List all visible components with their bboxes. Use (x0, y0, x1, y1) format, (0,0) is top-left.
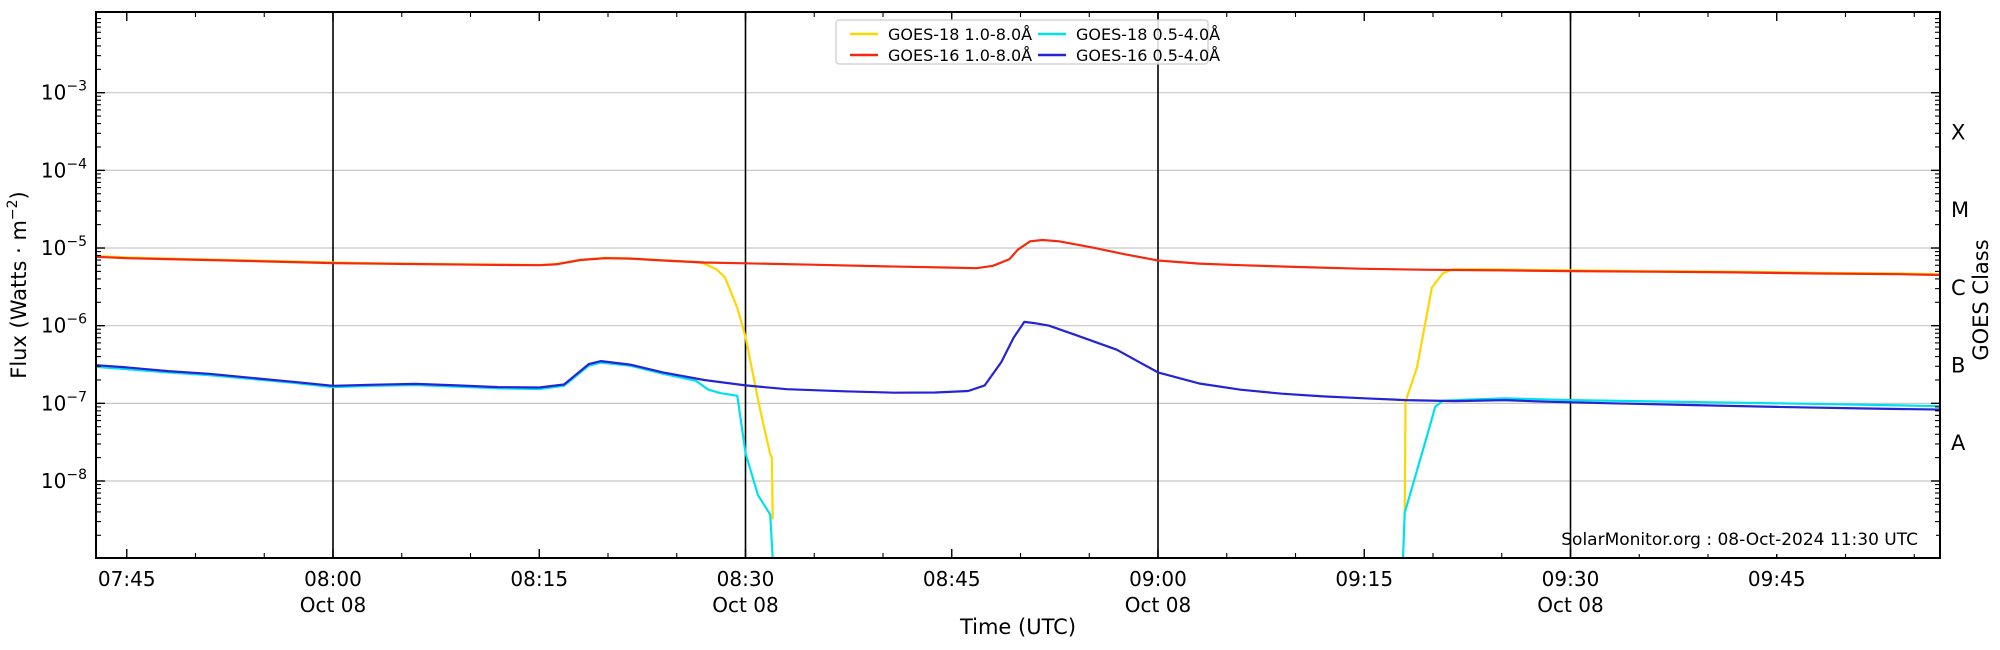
y-tick-label: 10−6 (41, 312, 87, 338)
legend-label-goes16-long: GOES-16 1.0-8.0Å (888, 46, 1032, 65)
goes-class-label-X: X (1951, 121, 1965, 145)
legend-label-goes18-long: GOES-18 1.0-8.0Å (888, 25, 1032, 44)
series-goes18-short (96, 361, 774, 558)
watermark-text: SolarMonitor.org : 08-Oct-2024 11:30 UTC (1561, 530, 1918, 550)
y-tick-label: 10−5 (41, 234, 87, 260)
series-layer (96, 238, 1940, 558)
goes-class-label-B: B (1951, 354, 1965, 378)
x-tick-label: 09:45 (1748, 567, 1806, 591)
x-tick-label: 08:45 (923, 567, 981, 591)
x-tick-date-label: Oct 08 (300, 593, 366, 617)
x-tick-label: 08:30 (717, 567, 775, 591)
goes-class-label-C: C (1951, 276, 1966, 300)
x-tick-label: 09:00 (1129, 567, 1187, 591)
x-tick-date-label: Oct 08 (1125, 593, 1191, 617)
y-tick-label: 10−7 (41, 389, 87, 415)
right-axis-label: GOES Class (1969, 239, 1993, 360)
x-tick-label: 08:15 (510, 567, 568, 591)
annotations-layer: SolarMonitor.org : 08-Oct-2024 11:30 UTC… (959, 524, 1936, 639)
series-goes18-long (96, 254, 774, 520)
x-tick-date-label: Oct 08 (1537, 593, 1603, 617)
plot-frame (95, 11, 1941, 559)
watermark-background (1580, 524, 1936, 554)
y-axis-label: Flux (Watts · m−2) (5, 191, 31, 379)
grid-layer (96, 12, 1940, 558)
series-goes16-short (96, 320, 1940, 411)
legend-label-goes16-short: GOES-16 0.5-4.0Å (1076, 46, 1220, 65)
series-goes18-short-seg2 (1401, 397, 1940, 558)
goes-class-label-M: M (1951, 198, 1969, 222)
y-tick-label: 10−8 (41, 467, 87, 493)
y-tick-label: 10−3 (41, 79, 87, 105)
x-tick-label: 08:00 (304, 567, 362, 591)
legend: GOES-18 1.0-8.0Å GOES-16 1.0-8.0Å GOES-18 … (835, 19, 1220, 65)
legend-box (835, 19, 1209, 65)
series-goes16-long (96, 238, 1940, 277)
x-tick-label: 07:45 (98, 567, 156, 591)
goes-class-label-A: A (1951, 431, 1966, 455)
x-tick-label: 09:30 (1542, 567, 1600, 591)
x-tick-label: 09:15 (1335, 567, 1393, 591)
y-tick-label: 10−4 (41, 156, 87, 182)
x-tick-date-label: Oct 08 (712, 593, 778, 617)
series-goes18-long-seg2 (1403, 268, 1940, 514)
legend-label-goes18-short: GOES-18 0.5-4.0Å (1076, 25, 1220, 44)
x-axis-label: Time (UTC) (959, 615, 1076, 639)
